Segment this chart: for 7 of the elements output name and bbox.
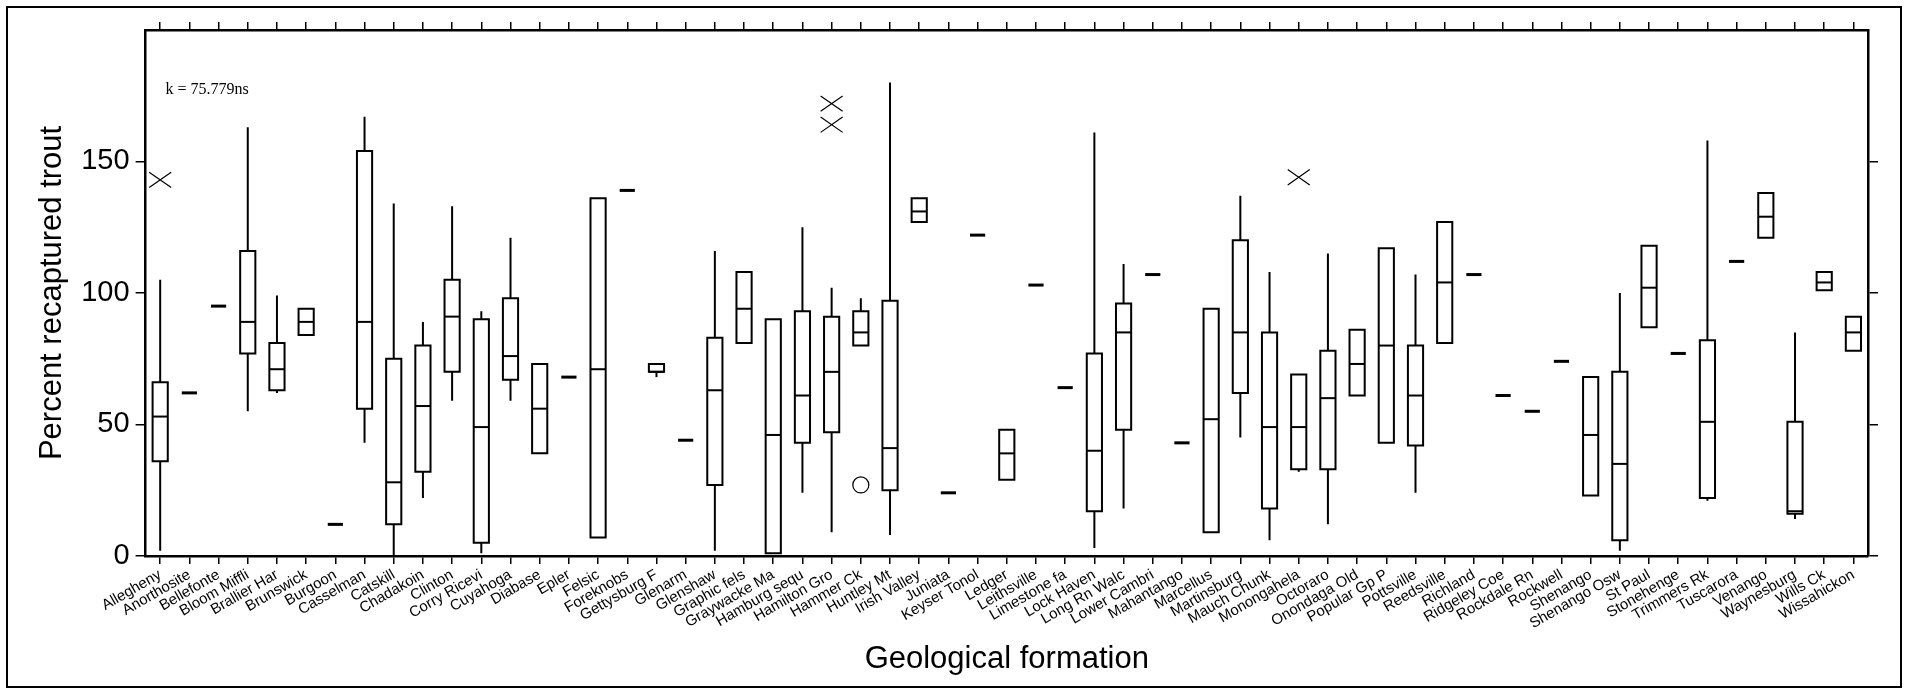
x-axis-title: Geological formation: [864, 639, 1149, 675]
annotation: k = 75.779ns: [165, 80, 249, 98]
y-tick-label: 100: [81, 274, 130, 307]
y-tick-label: 0: [113, 537, 130, 570]
y-axis-title: Percent recaptured trout: [33, 125, 69, 461]
y-tick-label: 50: [97, 406, 130, 439]
y-tick-label: 150: [81, 143, 130, 176]
